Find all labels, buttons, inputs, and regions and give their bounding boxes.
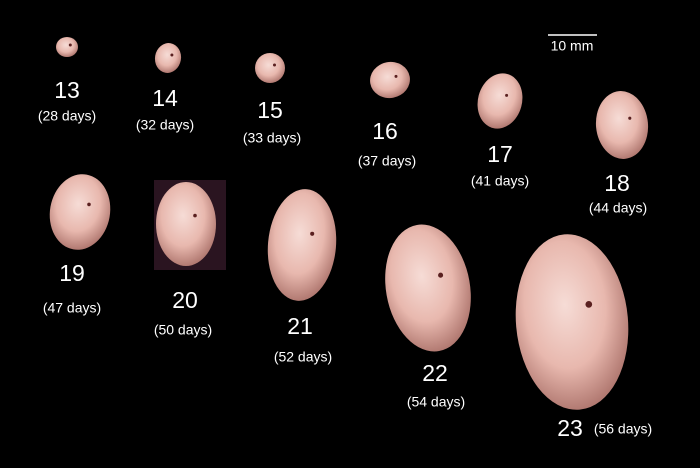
- embryo: [56, 37, 78, 57]
- embryo-eye: [394, 74, 398, 78]
- embryo-eye: [628, 116, 632, 120]
- embryo-eye: [193, 213, 197, 218]
- stage-number: 23: [557, 415, 583, 441]
- stage-days: (56 days): [594, 421, 652, 437]
- embryo-eye: [438, 272, 444, 278]
- embryo: [154, 43, 182, 73]
- embryo-eye: [585, 301, 593, 308]
- scale-label: 10 mm: [551, 38, 594, 54]
- stage-number: 15: [257, 97, 283, 123]
- stage-number: 17: [487, 141, 513, 167]
- embryo: [477, 73, 523, 129]
- stage-number: 16: [372, 118, 398, 144]
- embryo: [49, 174, 111, 250]
- stage-days: (37 days): [358, 153, 416, 169]
- stage-days: (52 days): [274, 349, 332, 365]
- embryo-eye: [310, 231, 315, 236]
- stage-number: 19: [59, 260, 85, 286]
- stage-days: (33 days): [243, 130, 301, 146]
- stage-days: (44 days): [589, 200, 647, 216]
- stage-number: 21: [287, 313, 313, 339]
- embryo: [595, 91, 649, 159]
- embryo: [370, 61, 410, 99]
- stage-days: (28 days): [38, 108, 96, 124]
- stage-number: 20: [172, 287, 198, 313]
- embryo: [156, 182, 216, 266]
- stage-number: 13: [54, 77, 80, 103]
- embryo-eye: [273, 63, 276, 67]
- stage-number: 22: [422, 360, 448, 386]
- embryo-eye: [170, 53, 174, 57]
- stage-number: 18: [604, 170, 630, 196]
- stage-days: (32 days): [136, 117, 194, 133]
- embryo-eye: [505, 93, 509, 97]
- stage-days: (41 days): [471, 173, 529, 189]
- embryo: [255, 53, 285, 83]
- stage-number: 14: [152, 85, 178, 111]
- stage-days: (54 days): [407, 394, 465, 410]
- embryo-eye: [87, 202, 91, 207]
- embryo: [267, 189, 337, 301]
- embryo-eye: [68, 43, 72, 47]
- stage-days: (47 days): [43, 300, 101, 316]
- embryo: [385, 224, 471, 352]
- stage-days: (50 days): [154, 322, 212, 338]
- embryo: [515, 234, 629, 410]
